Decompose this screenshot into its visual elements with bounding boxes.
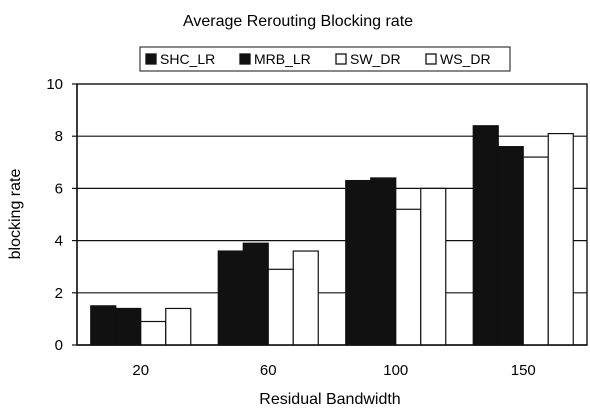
bar-shc-lr-100 (345, 179, 372, 346)
bar-ws-dr-150 (547, 132, 574, 346)
x-axis-label: Residual Bandwidth (259, 391, 400, 408)
bar-ws-dr-20 (165, 307, 192, 346)
y-tick-label: 8 (55, 128, 63, 145)
y-tick-label: 0 (55, 337, 63, 354)
legend: SHC_LR MRB_LR SW_DR WS_DR (139, 46, 511, 72)
legend-label-mrb-lr: MRB_LR (254, 51, 311, 67)
bar-sw-dr-20 (140, 320, 167, 346)
bar-mrb-lr-20 (115, 307, 142, 346)
legend-swatch-shc-lr (145, 53, 157, 65)
y-axis-label: blocking rate (7, 169, 24, 260)
bar-mrb-lr-60 (242, 242, 269, 346)
plot-area: 0 2 4 6 8 10 20 60 100 150 (46, 76, 588, 379)
legend-swatch-ws-dr (425, 53, 437, 65)
x-tick-label: 60 (260, 362, 277, 379)
y-tick-label: 10 (46, 76, 63, 93)
legend-box (139, 46, 511, 72)
bar-ws-dr-60 (292, 250, 319, 346)
bar-ws-dr-100 (420, 187, 447, 346)
legend-swatch-mrb-lr (239, 53, 251, 65)
y-tick-label: 6 (55, 180, 63, 197)
x-tick-label: 100 (383, 362, 408, 379)
x-tick-label: 150 (511, 362, 536, 379)
bar-shc-lr-20 (90, 305, 117, 346)
legend-label-sw-dr: SW_DR (350, 51, 401, 67)
bar-mrb-lr-150 (497, 146, 524, 346)
x-tick-label: 20 (132, 362, 149, 379)
legend-label-ws-dr: WS_DR (440, 51, 491, 67)
bar-sw-dr-100 (395, 208, 422, 346)
y-tick-label: 2 (55, 285, 63, 302)
bar-mrb-lr-100 (370, 177, 397, 346)
y-tick-label: 4 (55, 233, 63, 250)
bar-sw-dr-60 (267, 268, 294, 346)
chart-title: Average Rerouting Blocking rate (183, 13, 413, 30)
legend-swatch-sw-dr (335, 53, 347, 65)
bar-shc-lr-150 (472, 125, 499, 346)
bar-shc-lr-60 (217, 250, 244, 346)
legend-label-shc-lr: SHC_LR (160, 51, 215, 67)
bar-sw-dr-150 (522, 156, 549, 346)
